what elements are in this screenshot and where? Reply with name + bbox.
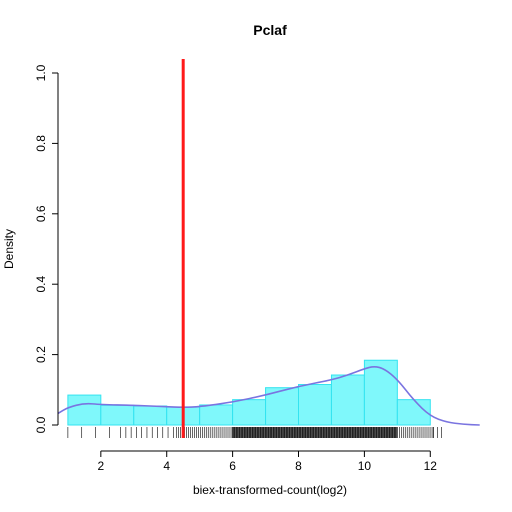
y-tick-label: 0.2 <box>34 346 48 363</box>
histogram-bar-0 <box>67 394 102 426</box>
y-tick-label: 0.4 <box>34 276 48 293</box>
x-tick-label: 4 <box>163 459 170 473</box>
x-tick-label: 10 <box>358 459 372 473</box>
chart-title: Pclaf <box>253 22 287 38</box>
histogram-bar-5 <box>232 399 267 426</box>
y-tick-label: 0.0 <box>34 416 48 433</box>
histogram-bar-10 <box>396 399 431 426</box>
y-axis-title: Density <box>2 229 16 269</box>
histogram-bar-1 <box>100 404 135 426</box>
density-curve <box>57 366 480 426</box>
y-axis: 0.0 0.2 0.4 0.6 0.8 1.0 <box>34 64 59 433</box>
histogram-bars <box>67 359 431 426</box>
x-tick-label: 12 <box>424 459 438 473</box>
x-tick-label: 8 <box>295 459 302 473</box>
x-tick-label: 6 <box>229 459 236 473</box>
rug-marks <box>67 427 442 438</box>
histogram-bar-8 <box>330 374 365 426</box>
histogram-bar-9 <box>363 359 398 426</box>
x-axis-title: biex-transformed-count(log2) <box>193 483 347 497</box>
x-axis: 2 4 6 8 10 12 <box>97 450 438 473</box>
histogram-bar-4 <box>199 404 234 426</box>
x-tick-label: 2 <box>97 459 104 473</box>
y-tick-label: 1.0 <box>34 64 48 81</box>
histogram-bar-2 <box>133 405 168 426</box>
y-tick-label: 0.8 <box>34 135 48 152</box>
histogram-bar-7 <box>298 384 332 426</box>
y-tick-label: 0.6 <box>34 205 48 222</box>
